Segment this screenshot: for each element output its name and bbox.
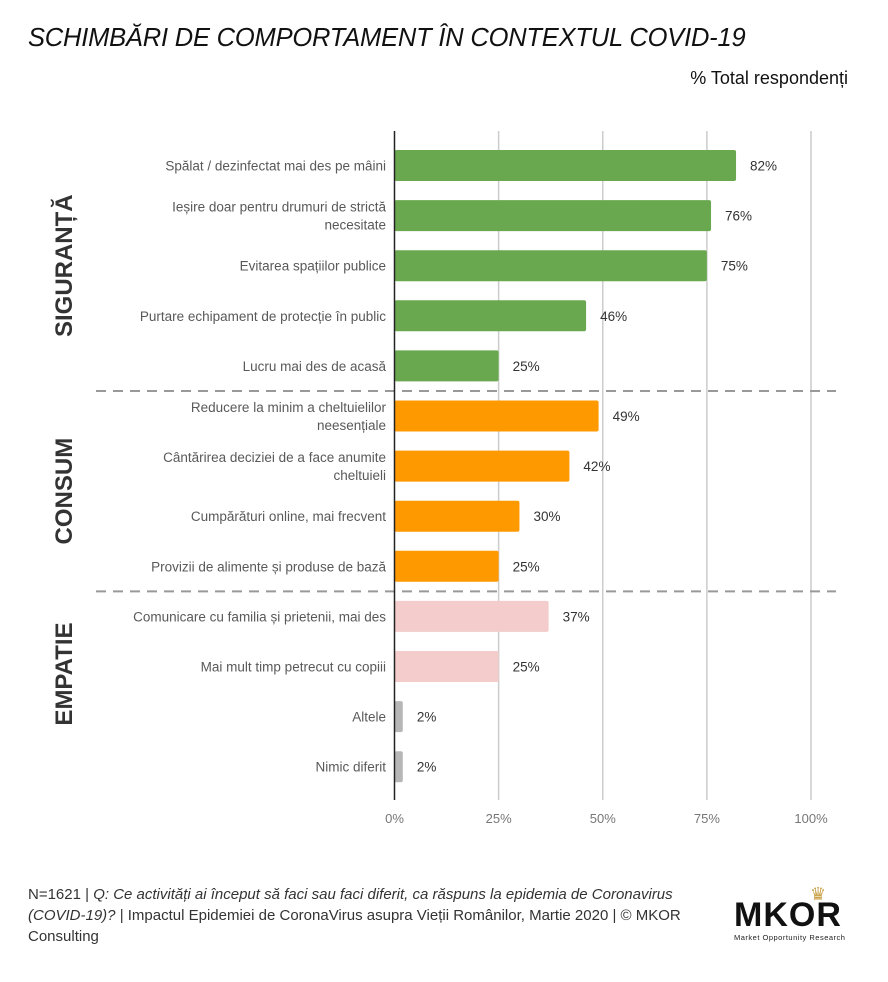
bar — [394, 250, 707, 282]
group-label: EMPATIE — [51, 622, 78, 725]
data-label: 30% — [533, 509, 560, 524]
x-tick-label: 75% — [694, 811, 720, 826]
category-label: Evitarea spațiilor publice — [240, 259, 386, 274]
logo-wordmark: MKOR — [734, 896, 842, 934]
x-tick-label: 100% — [794, 811, 828, 826]
x-tick-label: 25% — [486, 811, 512, 826]
category-label: Cumpărături online, mai frecvent — [191, 509, 386, 524]
chart-title: SCHIMBĂRI DE COMPORTAMENT ÎN CONTEXTUL C… — [28, 24, 746, 52]
group-label: CONSUM — [51, 438, 78, 545]
footer-source: | Impactul Epidemiei de CoronaVirus asup… — [28, 907, 681, 945]
logo-tagline: Market Opportunity Research — [734, 933, 846, 942]
data-label: 42% — [583, 459, 610, 474]
data-label: 37% — [563, 609, 590, 624]
category-label: Reducere la minim a cheltuielilor — [191, 400, 387, 415]
data-label: 75% — [721, 259, 748, 274]
bar — [394, 450, 570, 482]
chart-subtitle: % Total respondenți — [690, 68, 848, 88]
data-label: 25% — [513, 660, 540, 675]
category-label: Purtare echipament de protecție în publi… — [140, 309, 386, 324]
x-tick-label: 0% — [385, 811, 404, 826]
bar — [394, 200, 712, 232]
footer-sample-size: N=1621 | — [28, 886, 94, 903]
bar — [394, 400, 599, 432]
footer-note: N=1621 | Q: Ce activități ai început să … — [28, 884, 728, 947]
category-label: Provizii de alimente și produse de bază — [151, 559, 386, 574]
category-label: Cântărirea deciziei de a face anumite — [163, 450, 386, 465]
data-label: 2% — [417, 760, 437, 775]
bar — [394, 300, 587, 332]
category-label: Altele — [352, 710, 386, 725]
bar — [394, 500, 520, 532]
x-tick-label: 50% — [590, 811, 616, 826]
category-label: necesitate — [324, 218, 386, 233]
data-label: 25% — [513, 359, 540, 374]
category-label: Ieșire doar pentru drumuri de strictă — [172, 200, 386, 215]
data-label: 49% — [613, 409, 640, 424]
bar — [394, 751, 403, 783]
category-label: Nimic diferit — [315, 760, 386, 775]
bar — [394, 600, 549, 632]
group-label: SIGURANȚĂ — [50, 194, 78, 337]
category-label: Mai mult timp petrecut cu copiii — [201, 660, 386, 675]
category-label: cheltuieli — [333, 468, 386, 483]
data-label: 82% — [750, 159, 777, 174]
category-label: Spălat / dezinfectat mai des pe mâini — [165, 159, 386, 174]
bar — [394, 651, 499, 682]
crown-icon: ♛ — [810, 884, 827, 904]
bar — [394, 350, 499, 382]
data-label: 76% — [725, 209, 752, 224]
bar-chart: 0% 25% 50% 75% 100% 82% Spălat / dezinfectat m… — [50, 131, 836, 826]
data-label: 25% — [513, 559, 540, 574]
footer-question: Q: Ce activități ai început să faci sau … — [28, 886, 673, 924]
bar — [394, 550, 499, 582]
bar — [394, 150, 737, 181]
category-label: Lucru mai des de acasă — [243, 359, 387, 374]
data-label: 2% — [417, 710, 437, 725]
category-label: Comunicare cu familia și prietenii, mai … — [133, 609, 386, 624]
category-label: neesențiale — [317, 418, 386, 433]
bar — [394, 701, 403, 733]
mkor-logo: ♛ MKOR Market Opportunity Research — [732, 884, 862, 950]
data-label: 46% — [600, 309, 627, 324]
